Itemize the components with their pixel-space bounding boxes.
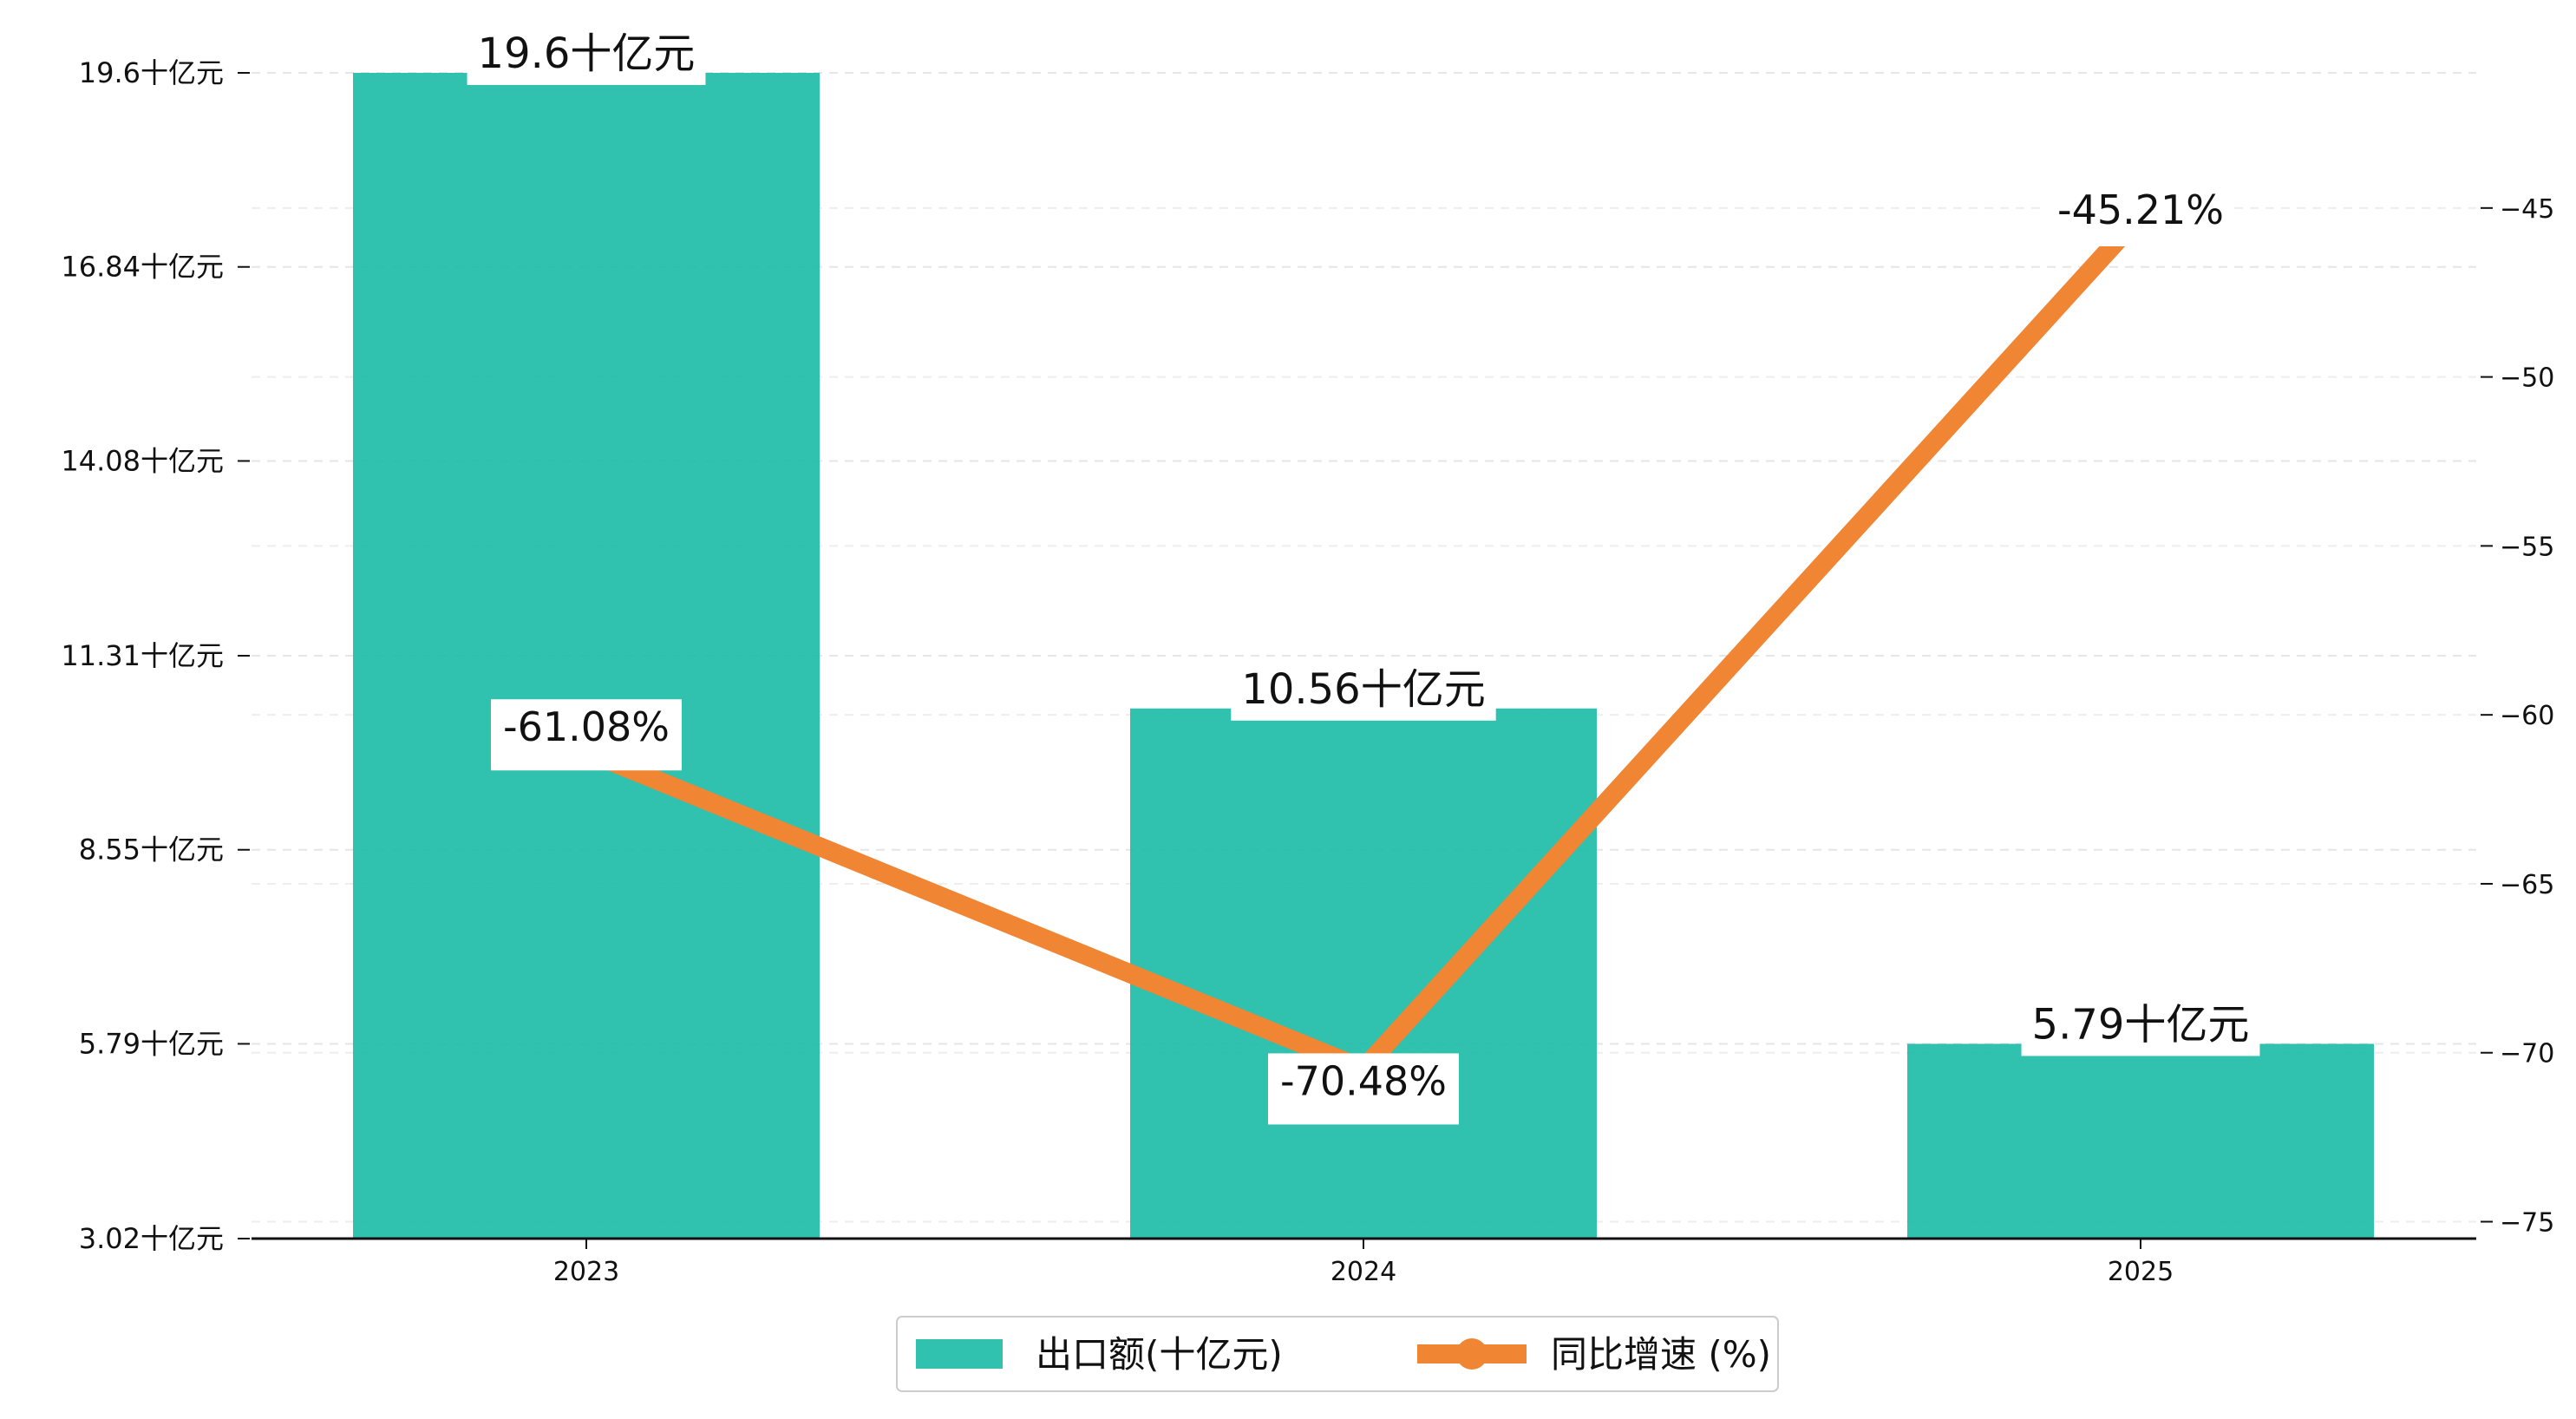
y-left-tick-label: 19.6十亿元	[79, 56, 224, 89]
y-left-tick-label: 11.31十亿元	[61, 639, 224, 672]
bar-2023	[353, 73, 820, 1239]
legend-line-label: 同比增速 (%)	[1551, 1333, 1771, 1376]
bar-2025	[1907, 1043, 2374, 1239]
growth-value-label: -70.48%	[1280, 1057, 1447, 1104]
y-right-tick-label: −65	[2500, 870, 2554, 900]
bar-layer	[353, 73, 2374, 1239]
y-left-tick-label: 5.79十亿元	[79, 1027, 224, 1060]
growth-value-label-box	[2047, 182, 2234, 243]
x-tick-label: 2023	[553, 1257, 619, 1287]
axis-layer: 2023 2024 2025 3.02十亿元 5.79十亿元 8.55十亿元 11.31十亿…	[61, 56, 2554, 1287]
y-left-tick-label: 3.02十亿元	[79, 1222, 224, 1255]
y-right-tick-label: −55	[2500, 532, 2554, 562]
y-left-tick-label: 16.84十亿元	[61, 251, 224, 284]
growth-value-label: -45.21%	[2057, 186, 2224, 233]
legend-bar-swatch	[916, 1339, 1003, 1369]
legend-layer: 出口额(十亿元) 同比增速 (%)	[896, 1316, 1779, 1392]
legend-box	[896, 1316, 1779, 1392]
bar-value-label: 19.6十亿元	[478, 29, 696, 78]
bar-value-label: 10.56十亿元	[1241, 665, 1485, 714]
bar-value-label-box	[2021, 995, 2260, 1056]
y-right-tick-label: −50	[2500, 363, 2554, 394]
legend-bar-label: 出口额(十亿元)	[1036, 1333, 1283, 1376]
x-tick-label: 2025	[2108, 1257, 2174, 1287]
y-right-tick-label: −45	[2500, 194, 2554, 225]
y-left-tick-label: 8.55十亿元	[79, 834, 224, 866]
y-left-tick-label: 14.08十亿元	[61, 444, 224, 477]
growth-value-label-box	[491, 699, 682, 771]
y-right-tick-label: −75	[2500, 1208, 2554, 1239]
label-layer: 19.6十亿元 10.56十亿元 5.79十亿元 -61.08% -70.48% -45.…	[467, 24, 2260, 1125]
x-tick-label: 2024	[1330, 1257, 1396, 1287]
bar-value-label-box	[1231, 659, 1496, 721]
bar-value-label: 5.79十亿元	[2032, 1000, 2250, 1049]
y-right-tick-label: −60	[2500, 701, 2554, 731]
bar-2024	[1130, 708, 1597, 1239]
y-right-tick-label: −70	[2500, 1039, 2554, 1069]
growth-value-label: -61.08%	[503, 703, 670, 750]
growth-value-label-box	[1268, 1053, 1459, 1125]
bar-value-label-box	[467, 24, 706, 85]
legend-line-marker	[1456, 1338, 1487, 1370]
